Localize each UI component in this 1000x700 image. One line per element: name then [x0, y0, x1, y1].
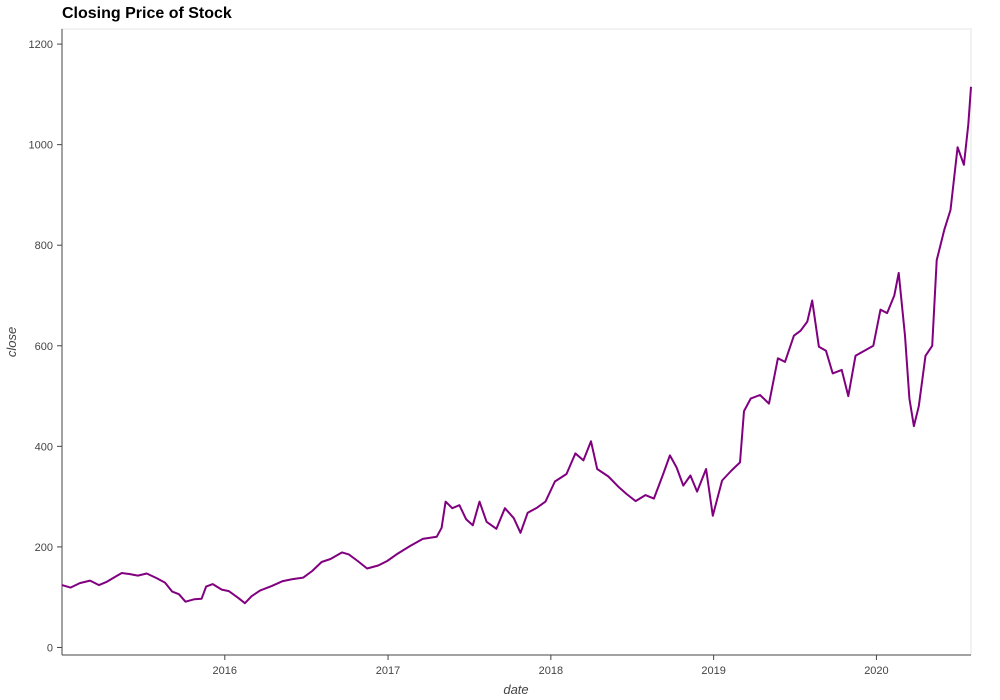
y-tick-label: 400 [35, 441, 53, 453]
x-tick-label: 2017 [376, 665, 400, 677]
x-tick-label: 2018 [539, 665, 563, 677]
y-tick-label: 0 [47, 642, 53, 654]
y-tick-label: 1000 [29, 140, 53, 152]
y-tick-label: 1200 [29, 39, 53, 51]
plot-frame [61, 28, 972, 656]
y-axis-ticks: 0 200 400 600 800 1000 1200 [29, 39, 62, 654]
y-tick-label: 800 [35, 240, 53, 252]
x-axis-label: date [503, 682, 528, 697]
y-tick-label: 600 [35, 341, 53, 353]
x-tick-label: 2020 [864, 665, 888, 677]
x-axis-ticks: 2016 2017 2018 2019 2020 [213, 655, 889, 677]
y-axis-label: close [4, 327, 19, 357]
x-tick-label: 2019 [701, 665, 725, 677]
x-tick-label: 2016 [213, 665, 237, 677]
chart-title: Closing Price of Stock [62, 5, 232, 22]
series-line [61, 86, 972, 605]
y-tick-label: 200 [35, 542, 53, 554]
